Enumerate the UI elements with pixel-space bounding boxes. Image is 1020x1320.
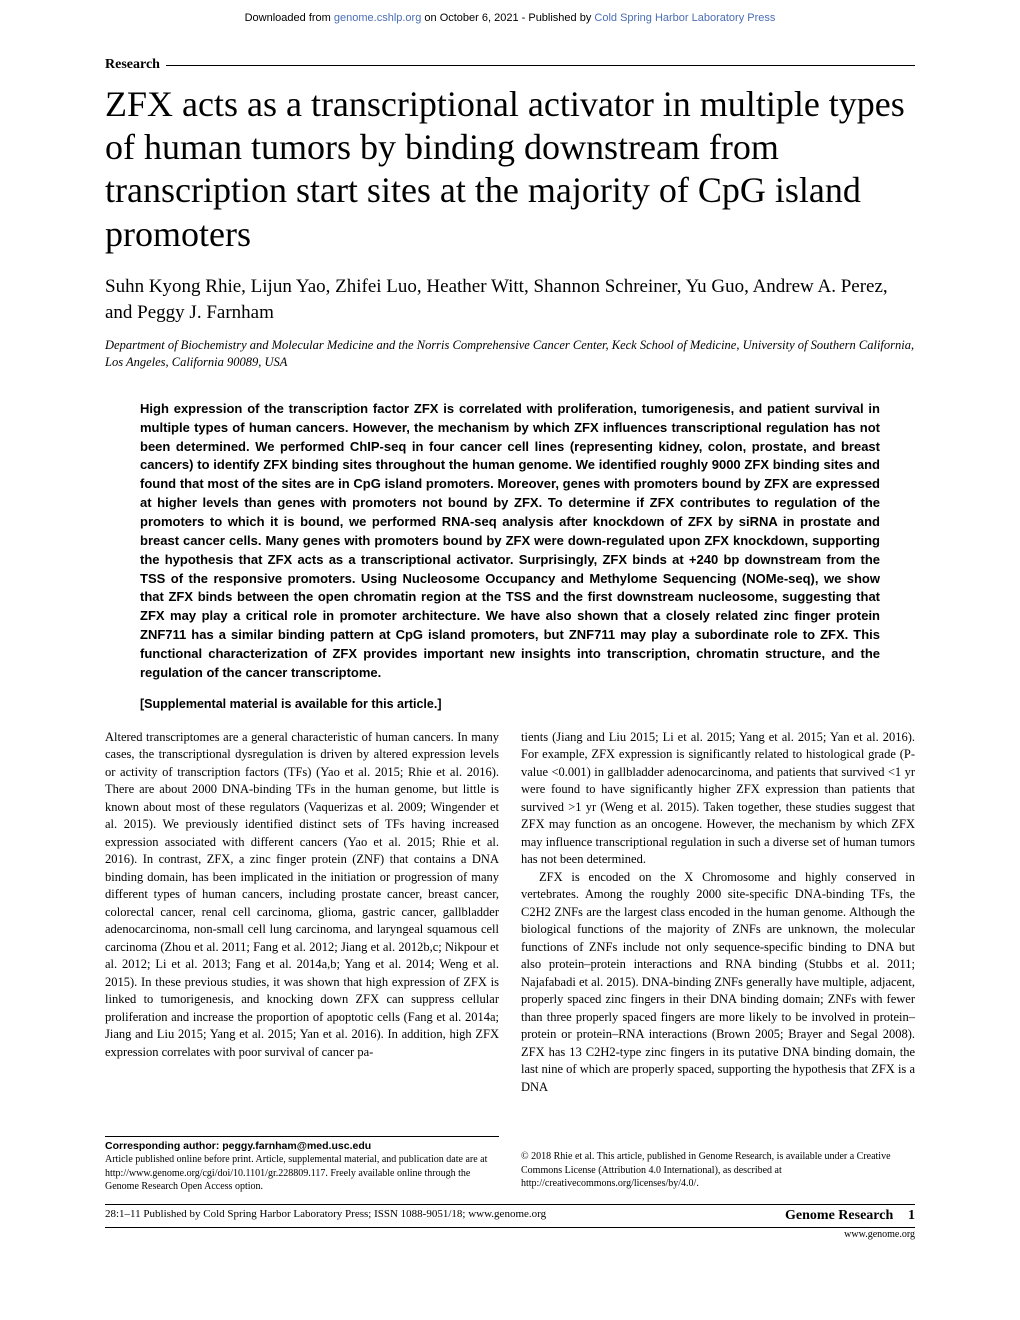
section-header: Research <box>105 57 915 73</box>
column-left: Altered transcriptomes are a general cha… <box>105 729 499 1097</box>
article-title: ZFX acts as a transcriptional activator … <box>105 83 915 256</box>
footer-right-text: © 2018 Rhie et al. This article, publish… <box>521 1150 915 1191</box>
body-para-3: ZFX is encoded on the X Chromosome and h… <box>521 869 915 1097</box>
download-banner: Downloaded from genome.cshlp.org on Octo… <box>0 0 1020 32</box>
footer-right: © 2018 Rhie et al. This article, publish… <box>521 1136 915 1194</box>
affiliation: Department of Biochemistry and Molecular… <box>105 337 915 372</box>
section-rule <box>166 65 915 66</box>
body-para-2: tients (Jiang and Liu 2015; Li et al. 20… <box>521 729 915 869</box>
bottom-bar-right: Genome Research 1 <box>785 1208 915 1224</box>
banner-middle: on October 6, 2021 - Published by <box>421 12 594 24</box>
journal-name: Genome Research <box>785 1208 893 1223</box>
section-label: Research <box>105 57 160 73</box>
footer-left-text: Article published online before print. A… <box>105 1153 499 1194</box>
bottom-bar-left: 28:1–11 Published by Cold Spring Harbor … <box>105 1208 546 1224</box>
column-right: tients (Jiang and Liu 2015; Li et al. 20… <box>521 729 915 1097</box>
authors: Suhn Kyong Rhie, Lijun Yao, Zhifei Luo, … <box>105 274 915 327</box>
footer-columns: Corresponding author: peggy.farnham@med.… <box>105 1136 915 1194</box>
footer-left: Corresponding author: peggy.farnham@med.… <box>105 1136 499 1194</box>
footer-block: Corresponding author: peggy.farnham@med.… <box>105 1136 915 1240</box>
page-content: Research ZFX acts as a transcriptional a… <box>0 57 1020 1240</box>
page-number: 1 <box>908 1208 915 1223</box>
corresponding-author: Corresponding author: peggy.farnham@med.… <box>105 1136 499 1153</box>
journal-url: www.genome.org <box>105 1229 915 1240</box>
banner-link-genome[interactable]: genome.cshlp.org <box>334 12 421 24</box>
banner-link-cshl[interactable]: Cold Spring Harbor Laboratory Press <box>594 12 775 24</box>
bottom-bar: 28:1–11 Published by Cold Spring Harbor … <box>105 1204 915 1228</box>
banner-prefix: Downloaded from <box>245 12 334 24</box>
supplemental-note: [Supplemental material is available for … <box>140 697 880 711</box>
body-columns: Altered transcriptomes are a general cha… <box>105 729 915 1097</box>
abstract: High expression of the transcription fac… <box>140 400 880 683</box>
body-para-1: Altered transcriptomes are a general cha… <box>105 729 499 1062</box>
